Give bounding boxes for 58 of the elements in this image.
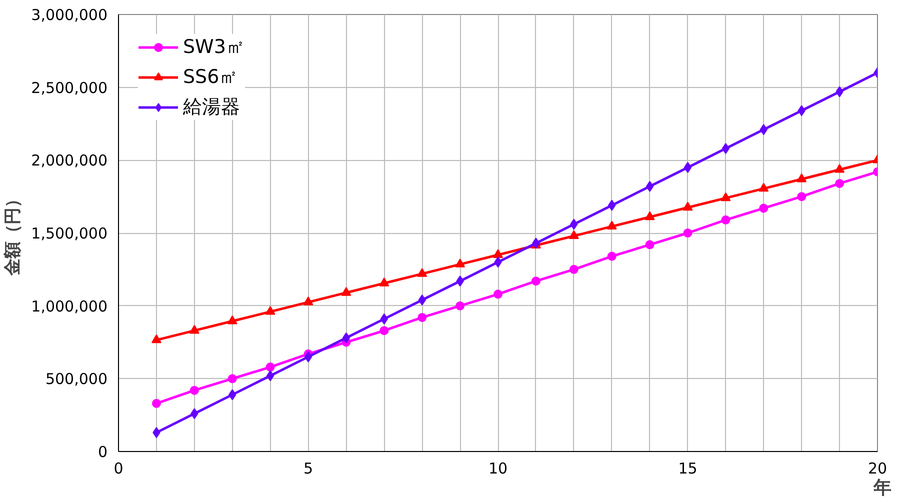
y-axis-title: 金額（円） [3,190,24,276]
y-tick-label: 0 [98,443,108,461]
point [606,220,617,230]
point [645,240,654,250]
x-tick-label: 5 [303,460,314,478]
x-tick-label: 10 [488,460,508,478]
legend-label: 給湯器 [183,95,240,120]
x-tick-label: 15 [678,460,698,478]
y-tick-label: 2,000,000 [31,152,108,170]
x-tick-label: 0 [114,460,124,478]
point [418,312,427,322]
point [494,290,502,299]
point [304,351,312,362]
y-tick-label: 1,500,000 [31,224,108,242]
point [341,287,352,296]
point [190,386,199,395]
point [682,202,693,211]
point [417,268,428,277]
point [227,315,238,324]
point [303,296,314,306]
point [266,362,275,372]
point [342,332,350,344]
point [797,192,806,202]
point [266,370,274,382]
point [568,230,579,240]
point [721,215,730,224]
point [759,204,768,213]
point [834,164,845,173]
point [493,249,503,258]
y-tick-label: 2,500,000 [31,78,108,97]
point [456,301,465,310]
point [228,374,237,384]
point [569,264,578,274]
x-tick-label: 20 [868,460,888,478]
y-tick-label: 3,000,000 [31,6,108,24]
point [455,258,466,268]
y-tick-label: 500,000 [45,370,108,388]
point [151,334,162,344]
point [531,276,540,286]
point [646,180,654,192]
point [683,228,692,238]
point [380,326,389,336]
point [758,182,769,192]
point [796,173,807,182]
y-tick-label: 1,000,000 [31,297,108,316]
x-axis-title: 年 [872,478,892,497]
point [684,162,692,173]
point [265,306,276,315]
point [835,178,844,188]
point [189,324,200,334]
legend-label: SS6㎡ [183,65,238,90]
legend-label: SW3㎡ [183,35,245,60]
point [379,278,390,286]
point [152,398,161,408]
point [720,192,731,202]
point [722,143,730,154]
point [607,252,616,261]
point [644,211,655,220]
